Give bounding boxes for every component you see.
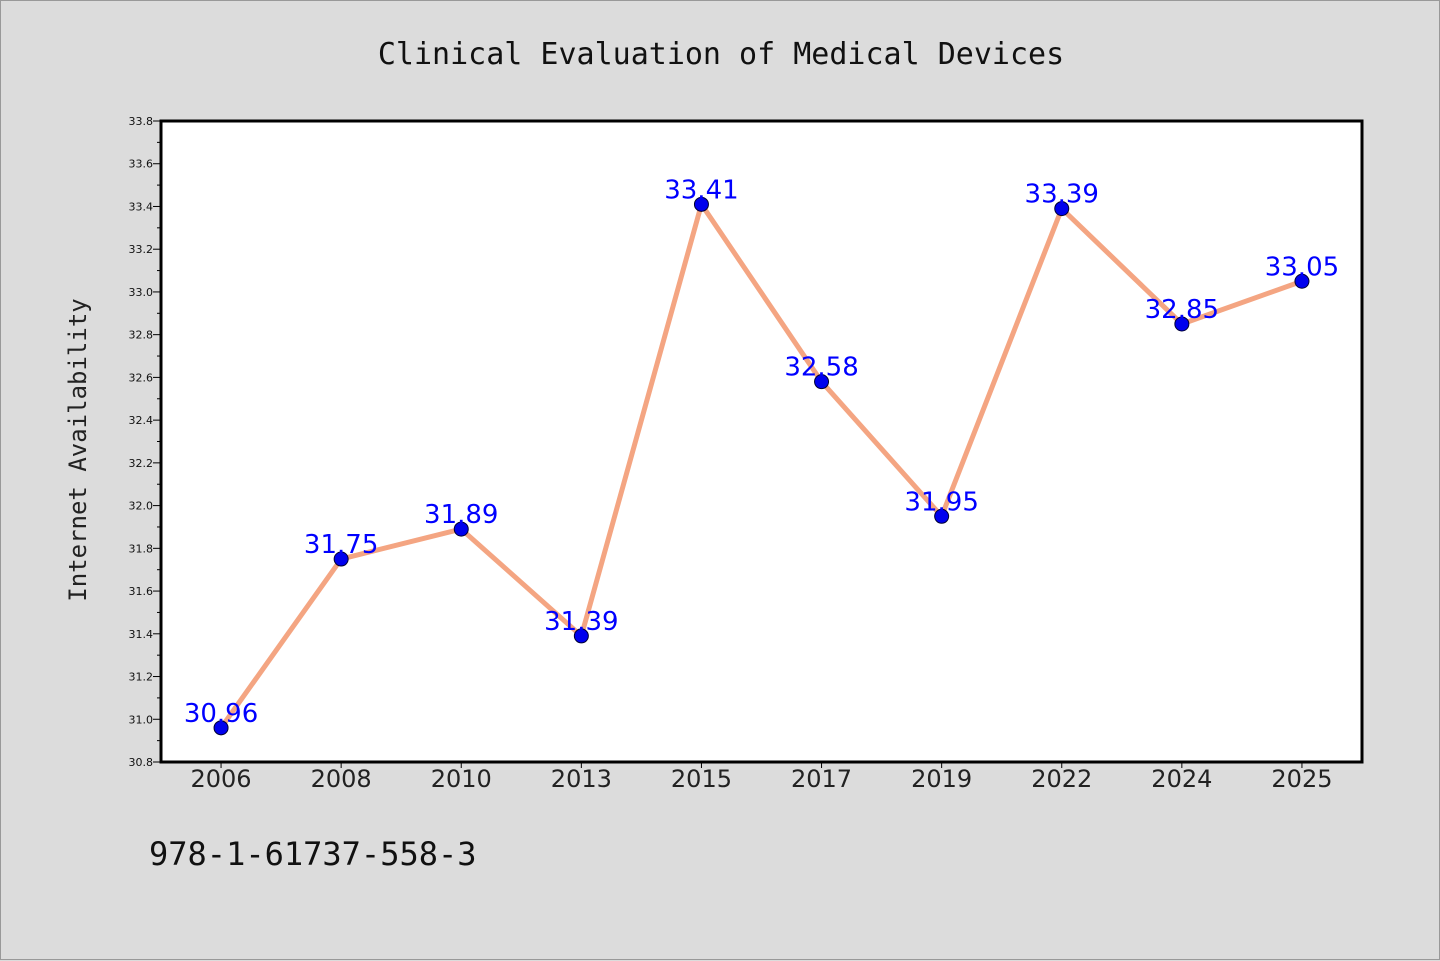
data-label: 32.58 (784, 353, 858, 383)
data-point (693, 196, 709, 212)
x-tick-label: 2019 (911, 765, 972, 793)
x-tick-label: 2010 (431, 765, 492, 793)
data-point (213, 720, 229, 736)
data-label: 31.75 (304, 530, 378, 560)
x-tick-label: 2013 (551, 765, 612, 793)
y-tick-label: 33.2 (129, 243, 154, 256)
data-point (1054, 201, 1070, 217)
data-point (453, 521, 469, 537)
x-tick-label: 2017 (791, 765, 852, 793)
y-tick-label: 31.6 (129, 585, 154, 598)
y-tick-label: 32.0 (129, 500, 154, 513)
y-tick-label: 31.0 (129, 713, 154, 726)
data-point (573, 628, 589, 644)
data-point (333, 551, 349, 567)
y-tick-label: 31.4 (129, 628, 154, 641)
data-label: 32.85 (1145, 295, 1219, 325)
y-axis-label: Internet Availability (64, 298, 92, 601)
y-tick-label: 33.4 (129, 200, 154, 213)
x-tick-label: 2006 (191, 765, 252, 793)
y-tick-label: 31.2 (129, 671, 154, 684)
y-tick-label: 30.8 (129, 756, 154, 769)
data-label: 33.41 (664, 175, 738, 205)
x-tick-label: 2015 (671, 765, 732, 793)
y-tick-label: 31.8 (129, 542, 154, 555)
y-axis-ticks: 30.8 31.0 31.2 31.4 31.6 31.8 32.0 32.2 32.4 32.6… (129, 115, 161, 769)
x-tick-label: 2024 (1151, 765, 1212, 793)
y-tick-label: 33.0 (129, 286, 154, 299)
x-tick-label: 2025 (1271, 765, 1332, 793)
series-line (218, 201, 1305, 731)
plot-area (161, 121, 1362, 762)
data-point (1174, 316, 1190, 332)
data-label: 30.96 (184, 699, 258, 729)
y-tick-label: 32.8 (129, 329, 154, 342)
data-label: 33.05 (1265, 252, 1339, 282)
data-label: 31.39 (544, 607, 618, 637)
series-line-group (218, 201, 1305, 731)
data-labels: 30.96 31.75 31.89 31.39 33.41 32.58 31.95 33.39… (184, 175, 1339, 728)
data-point (1294, 273, 1310, 289)
y-tick-label: 33.6 (129, 158, 154, 171)
x-axis-ticks: 2006 2008 2010 2013 2015 2017 2019 2022 2024 2025 (191, 762, 1332, 793)
x-tick-label: 2008 (311, 765, 372, 793)
data-label: 33.39 (1025, 180, 1099, 210)
data-label: 31.89 (424, 500, 498, 530)
data-point (814, 374, 830, 390)
y-tick-label: 32.4 (129, 414, 154, 427)
y-tick-label: 32.6 (129, 371, 154, 384)
data-label: 31.95 (904, 487, 978, 517)
plot-border (159, 119, 1364, 764)
data-point (934, 508, 950, 524)
chart-title: Clinical Evaluation of Medical Devices (378, 37, 1064, 72)
y-tick-label: 32.2 (129, 457, 154, 470)
data-markers (213, 196, 1310, 736)
y-tick-label: 33.8 (129, 115, 154, 128)
isbn-footer: 978-1-61737-558-3 (149, 835, 477, 873)
x-tick-label: 2022 (1031, 765, 1092, 793)
